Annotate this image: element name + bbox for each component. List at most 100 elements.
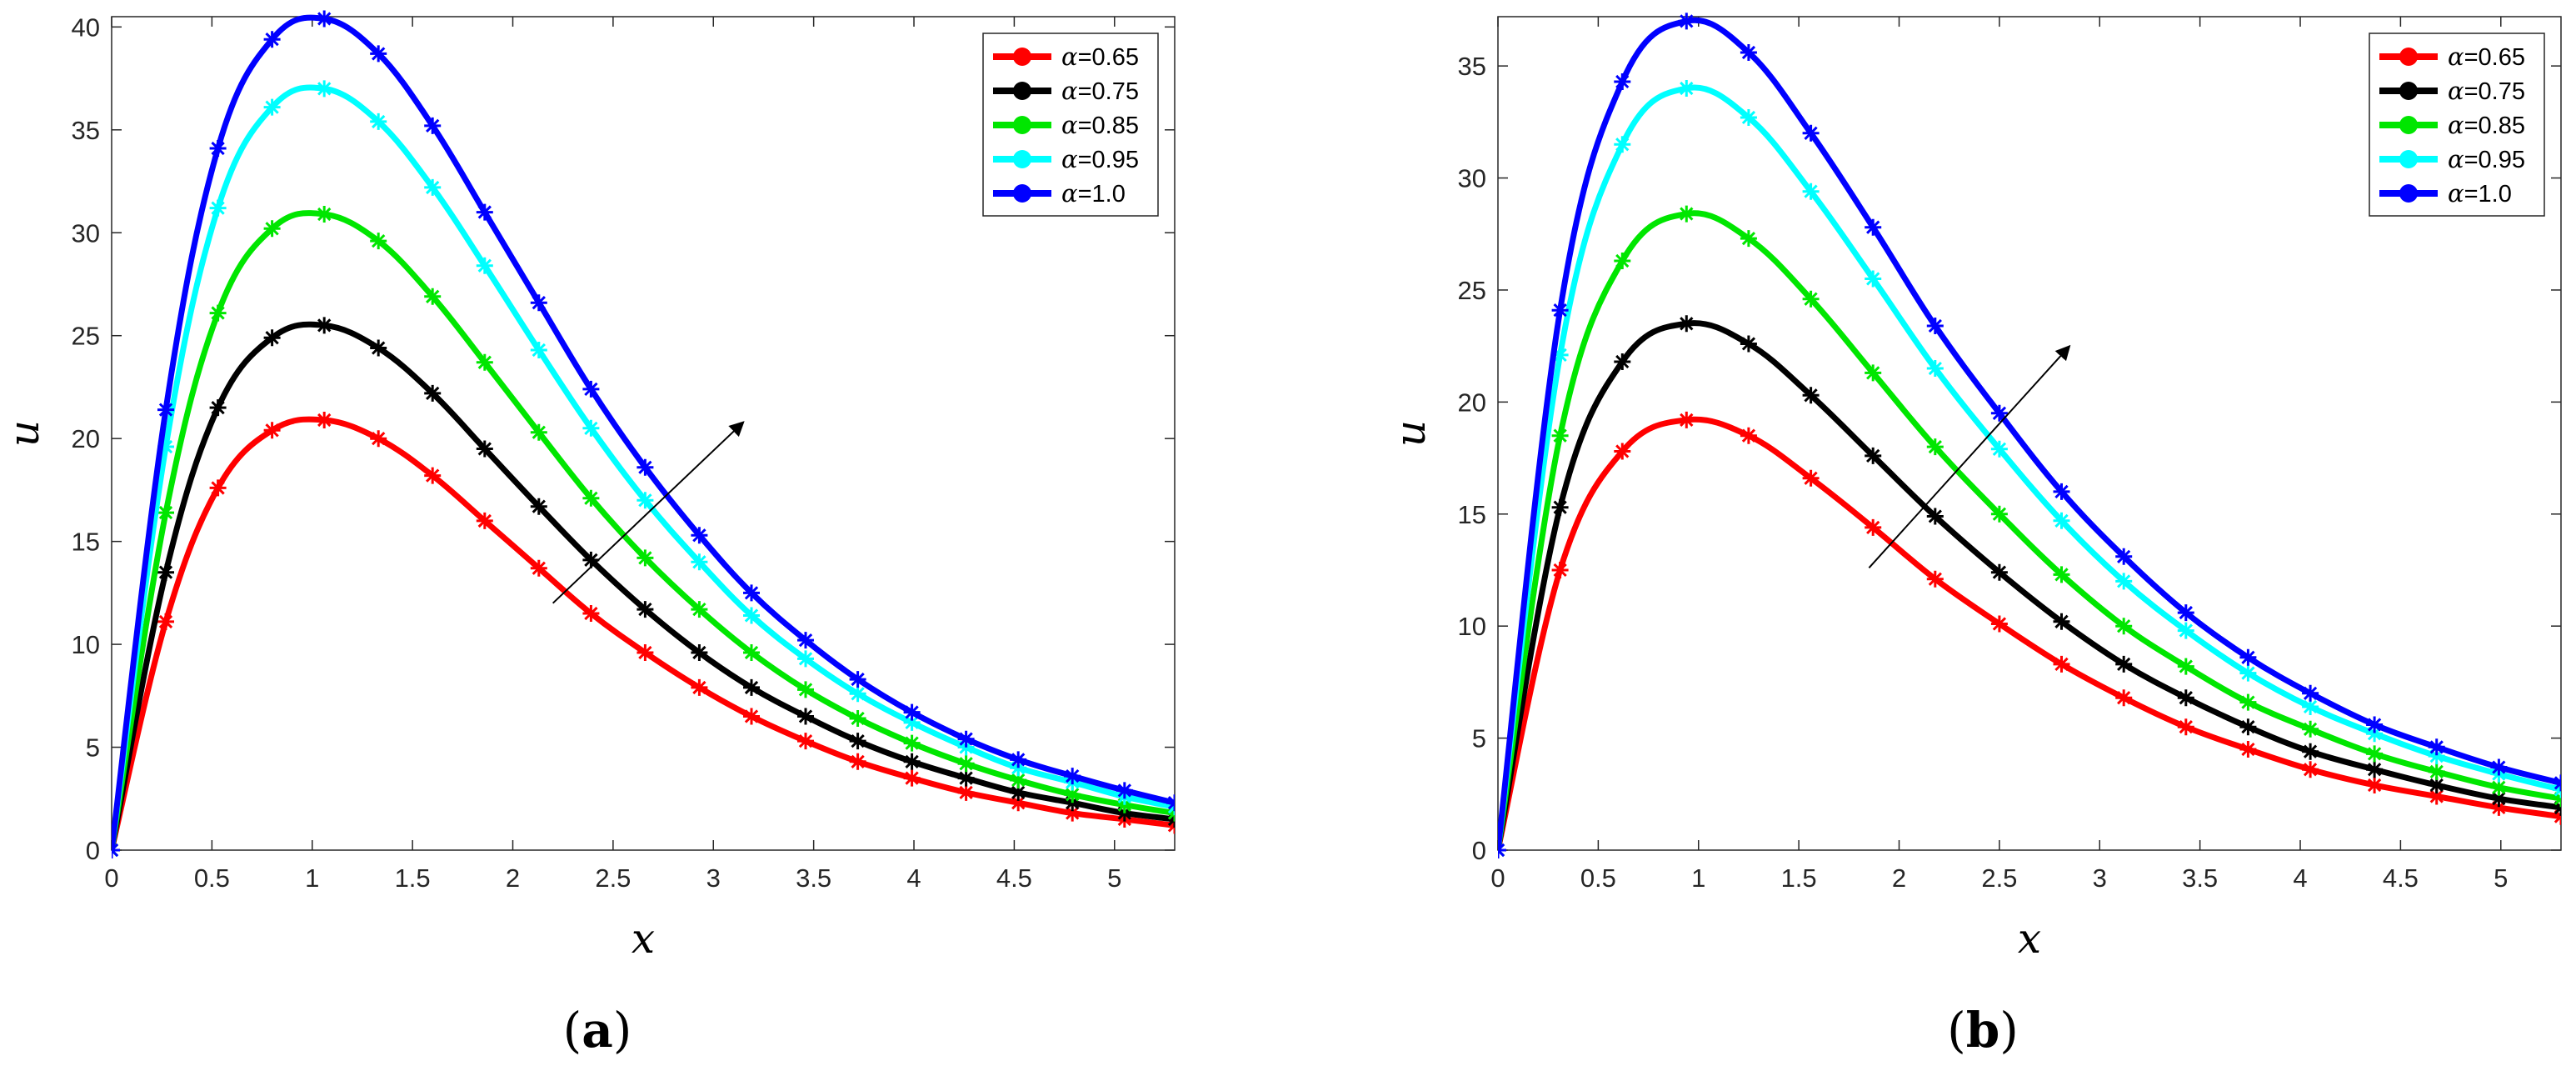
series-line <box>1498 320 2561 853</box>
legend-label: α=1.0 <box>1061 179 1126 208</box>
data-point <box>2302 720 2319 738</box>
data-point <box>957 769 975 787</box>
data-point <box>903 753 921 770</box>
series-line <box>1498 84 2561 853</box>
data-point <box>1010 794 1027 812</box>
x-tick-label: 0.5 <box>1580 863 1616 893</box>
legend-label: α=1.0 <box>2448 179 2512 208</box>
data-point <box>797 708 814 725</box>
data-point <box>157 613 174 630</box>
x-tick-label: 4 <box>906 863 921 893</box>
legend-value: 1.0 <box>2479 181 2512 208</box>
y-axis-label: u <box>0 420 48 447</box>
data-point <box>316 412 333 428</box>
data-point <box>582 605 600 622</box>
data-point <box>582 419 600 437</box>
data-point <box>797 632 814 649</box>
data-point <box>2115 689 2133 707</box>
legend-equals: = <box>2464 44 2479 71</box>
data-point <box>530 423 547 441</box>
data-point <box>1865 518 1882 536</box>
data-point <box>903 713 921 731</box>
data-point <box>1802 469 1820 487</box>
data-point <box>2177 604 2194 622</box>
data-point <box>209 399 227 417</box>
data-point <box>691 553 708 571</box>
data-point <box>1990 615 2008 633</box>
data-point <box>2553 774 2561 792</box>
legend-alpha-symbol: α <box>2448 145 2464 173</box>
series-0.75 <box>1498 315 2561 858</box>
series-line <box>1498 210 2561 853</box>
legend-value: 0.85 <box>2479 113 2525 139</box>
data-point <box>797 681 814 698</box>
data-point <box>1926 508 1944 525</box>
data-point <box>637 644 654 661</box>
data-point <box>2302 743 2319 760</box>
data-point <box>1926 360 1944 377</box>
data-point <box>209 479 227 497</box>
legend-marker <box>2399 48 2418 66</box>
data-point <box>1614 253 1631 269</box>
data-point <box>743 607 760 624</box>
data-point <box>691 601 708 618</box>
data-point <box>691 644 708 661</box>
data-point <box>2239 741 2257 758</box>
data-point <box>2053 512 2070 529</box>
legend-label: α=0.95 <box>1061 145 1139 173</box>
y-tick-label: 0 <box>86 836 100 865</box>
data-point <box>424 288 442 305</box>
legend: α=0.65α=0.75α=0.85α=0.95α=1.0 <box>2369 33 2545 217</box>
data-point <box>1990 563 2008 581</box>
data-point <box>849 685 866 703</box>
legend-equals: = <box>2464 78 2479 105</box>
data-point <box>1678 13 1695 30</box>
data-point <box>1166 794 1175 812</box>
data-point <box>1802 290 1820 308</box>
data-point <box>530 294 547 312</box>
data-point <box>2490 758 2508 776</box>
data-point <box>957 755 975 773</box>
data-point <box>797 733 814 750</box>
data-point <box>2115 618 2133 635</box>
legend-equals: = <box>2464 113 2479 139</box>
data-point <box>370 113 387 130</box>
legend-alpha-symbol: α <box>1061 111 1078 139</box>
data-point <box>370 45 387 63</box>
legend-equals: = <box>1078 44 1092 71</box>
data-point <box>1802 124 1820 142</box>
data-point <box>2053 483 2070 500</box>
data-point <box>476 257 493 274</box>
x-tick-label: 4.5 <box>996 863 1032 893</box>
legend-marker <box>1013 150 1031 168</box>
data-point <box>2428 788 2445 805</box>
panel-label: (a) <box>563 1002 632 1058</box>
data-point <box>691 678 708 696</box>
data-point <box>157 504 174 522</box>
legend-alpha-symbol: α <box>1061 179 1078 208</box>
data-point <box>2115 548 2133 565</box>
data-point <box>1614 73 1631 90</box>
legend-alpha-symbol: α <box>1061 77 1078 105</box>
legend-label: α=0.65 <box>1061 43 1139 71</box>
legend-alpha-symbol: α <box>1061 145 1078 173</box>
legend-marker <box>1013 48 1031 66</box>
data-point <box>2177 658 2194 675</box>
x-tick-label: 2 <box>1892 863 1906 893</box>
x-tick-label: 3.5 <box>796 863 831 893</box>
data-point <box>2302 684 2319 702</box>
y-tick-label: 5 <box>1472 724 1486 753</box>
legend-alpha-symbol: α <box>2448 77 2464 105</box>
data-point <box>2428 748 2445 765</box>
data-point <box>424 117 442 134</box>
data-point <box>637 492 654 509</box>
legend-label: α=0.65 <box>2448 43 2525 71</box>
data-point <box>1926 570 1944 588</box>
y-tick-label: 25 <box>1458 276 1486 305</box>
data-point <box>476 353 493 371</box>
data-point <box>1010 751 1027 768</box>
x-tick-label: 3.5 <box>2182 863 2218 893</box>
data-point <box>209 304 227 322</box>
data-point <box>2115 655 2133 673</box>
data-point <box>2177 622 2194 639</box>
